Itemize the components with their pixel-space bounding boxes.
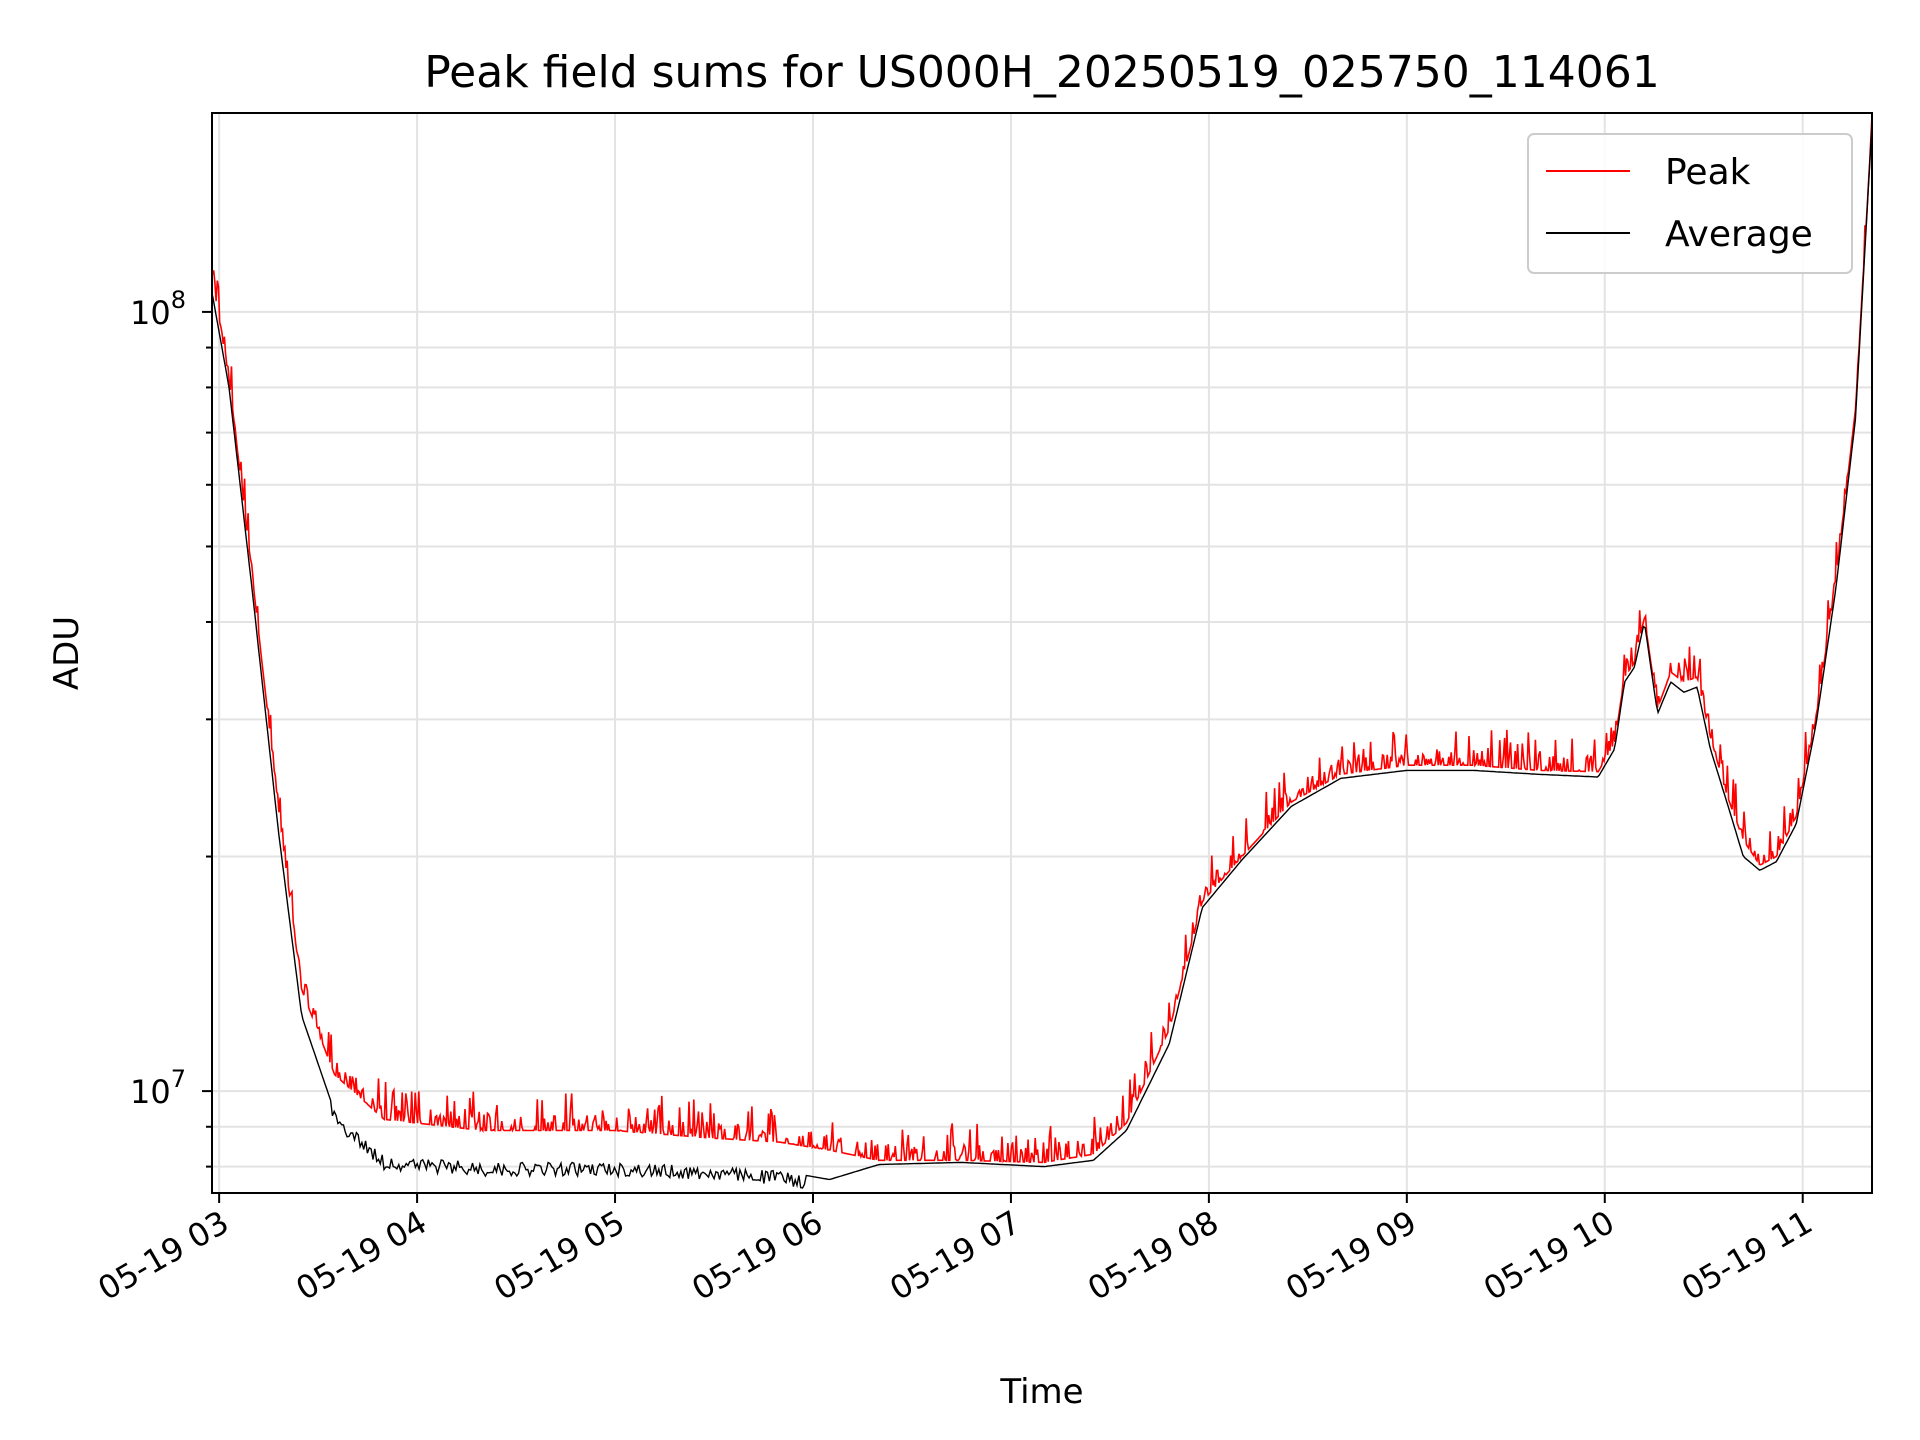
legend-box [1527, 133, 1853, 274]
x-axis-label: Time [999, 1372, 1083, 1412]
grid [212, 113, 1872, 1193]
series-line-peak [212, 114, 1872, 1164]
series-layer [212, 114, 1872, 1189]
x-tick-label: 05-19 04 [289, 1203, 433, 1308]
y-axis-label: ADU [47, 616, 87, 690]
series-line-average [212, 122, 1872, 1189]
legend-label-peak: Peak [1665, 152, 1751, 193]
x-tick-label: 05-19 09 [1279, 1203, 1423, 1308]
x-tick-label: 05-19 03 [92, 1203, 236, 1308]
chart-title: Peak field sums for US000H_20250519_0257… [424, 47, 1660, 98]
legend: Peak Average [1527, 133, 1853, 274]
y-tick-label: 108 [130, 286, 186, 332]
x-tick-label: 05-19 06 [685, 1203, 829, 1308]
plot-frame [211, 112, 1873, 1194]
x-tick-label: 05-19 10 [1477, 1203, 1621, 1308]
x-tick-label: 05-19 08 [1081, 1203, 1225, 1308]
x-tick-label: 05-19 11 [1675, 1203, 1819, 1308]
x-tick-label: 05-19 05 [487, 1203, 631, 1308]
x-tick-label: 05-19 07 [883, 1203, 1027, 1308]
legend-label-average: Average [1665, 214, 1813, 255]
y-tick-label: 107 [130, 1065, 186, 1111]
